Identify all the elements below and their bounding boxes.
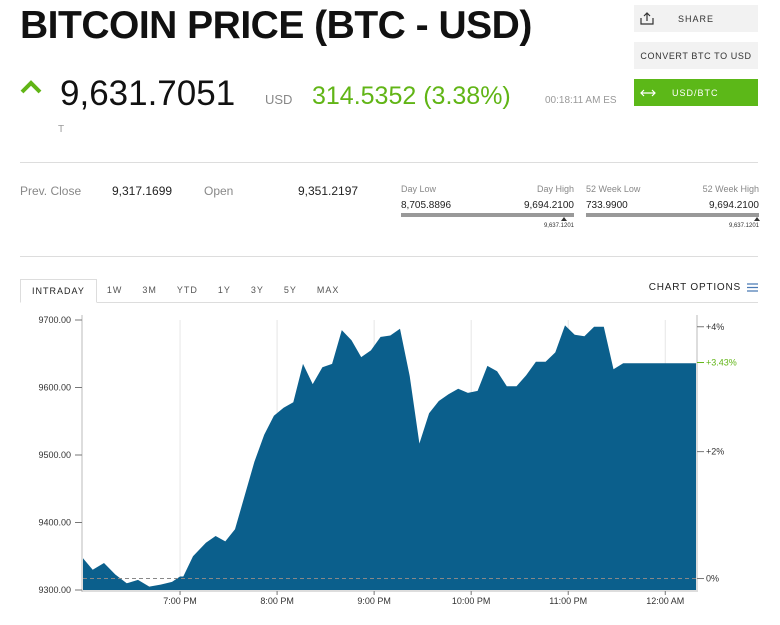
usd-btc-label: USD/BTC [672, 87, 719, 98]
tab-1w[interactable]: 1W [106, 285, 123, 295]
week52-low-value: 733.9900 [586, 200, 628, 211]
tabs-underline [20, 302, 758, 303]
day-range-bar [401, 213, 574, 217]
x-tick-label: 12:00 AM [646, 596, 684, 606]
usd-btc-toggle-button[interactable]: USD/BTC [634, 79, 758, 106]
right-tick-label: +2% [706, 447, 724, 457]
share-label: SHARE [678, 13, 715, 24]
divider [20, 162, 758, 163]
week52-range: 52 Week Low 52 Week High 733.9900 9,694.… [586, 184, 761, 234]
y-tick-label: 9700.00 [38, 315, 71, 325]
day-range: Day Low Day High 8,705.8896 9,694.2100 9… [401, 184, 574, 234]
action-panel: SHARE CONVERT BTC TO USD USD/BTC [634, 5, 758, 116]
range-tabs: INTRADAY 1W 3M YTD 1Y 3Y 5Y MAX [20, 279, 349, 303]
menu-icon [747, 283, 758, 292]
tab-5y[interactable]: 5Y [283, 285, 297, 295]
timezone-suffix: T [58, 124, 65, 135]
price-chart[interactable]: 9700.00 9600.00 9500.00 9400.00 9300.00 7:00 … [0, 305, 780, 625]
current-change-label: +3.43% [706, 358, 737, 368]
convert-button[interactable]: CONVERT BTC TO USD [634, 42, 758, 69]
share-button[interactable]: SHARE [634, 5, 758, 32]
share-icon [640, 12, 654, 25]
week52-high-label: 52 Week High [702, 184, 759, 194]
prev-close-value: 9,317.1699 [112, 184, 173, 198]
tab-3m[interactable]: 3M [142, 285, 157, 295]
price-area [83, 325, 696, 590]
right-tick-label: +4% [706, 322, 724, 332]
y-tick-label: 9600.00 [38, 383, 71, 393]
week52-range-bar [586, 213, 759, 217]
chart-options-label: CHART OPTIONS [648, 282, 741, 293]
currency-label: USD [265, 92, 293, 107]
x-tick-label: 11:00 PM [549, 596, 587, 606]
x-tick-label: 8:00 PM [260, 596, 294, 606]
day-low-label: Day Low [401, 184, 437, 194]
arrow-up-icon [20, 80, 42, 94]
open-label: Open [204, 184, 234, 198]
y-tick-label: 9300.00 [38, 585, 71, 595]
tab-ytd[interactable]: YTD [176, 285, 198, 295]
swap-arrows-icon [640, 89, 656, 97]
price-row: 9,631.7051 USD 314.5352 (3.38%) 00:18:11… [20, 74, 640, 114]
prev-close-label: Prev. Close [20, 184, 82, 198]
chart-options-button[interactable]: CHART OPTIONS [649, 282, 758, 293]
day-low-value: 8,705.8896 [401, 200, 452, 211]
x-tick-label: 9:00 PM [357, 596, 391, 606]
y-tick-label: 9500.00 [38, 450, 71, 460]
week52-range-current: 9,637.1201 [728, 223, 759, 229]
day-high-label: Day High [536, 184, 574, 194]
page-title: BITCOIN PRICE (BTC - USD) [20, 4, 532, 47]
week52-range-marker [754, 217, 761, 221]
current-price: 9,631.7051 [60, 74, 236, 113]
day-high-value: 9,694.2100 [523, 200, 574, 211]
tab-3y[interactable]: 3Y [250, 285, 264, 295]
x-tick-label: 10:00 PM [452, 596, 491, 606]
tab-intraday[interactable]: INTRADAY [20, 279, 97, 303]
tab-1y[interactable]: 1Y [217, 285, 231, 295]
divider [20, 256, 758, 257]
right-tick-label: 0% [706, 574, 719, 584]
y-tick-label: 9400.00 [38, 518, 71, 528]
convert-label: CONVERT BTC TO USD [640, 50, 752, 61]
x-tick-label: 7:00 PM [163, 596, 197, 606]
day-range-current: 9,637.1201 [543, 223, 574, 229]
week52-low-label: 52 Week Low [586, 184, 641, 194]
price-change: 314.5352 (3.38%) [312, 82, 511, 110]
open-value: 9,351.2197 [298, 184, 359, 198]
day-range-marker [560, 217, 567, 221]
week52-high-value: 9,694.2100 [708, 200, 759, 211]
tab-max[interactable]: MAX [316, 285, 340, 295]
timestamp: 00:18:11 AM ES [545, 95, 617, 106]
